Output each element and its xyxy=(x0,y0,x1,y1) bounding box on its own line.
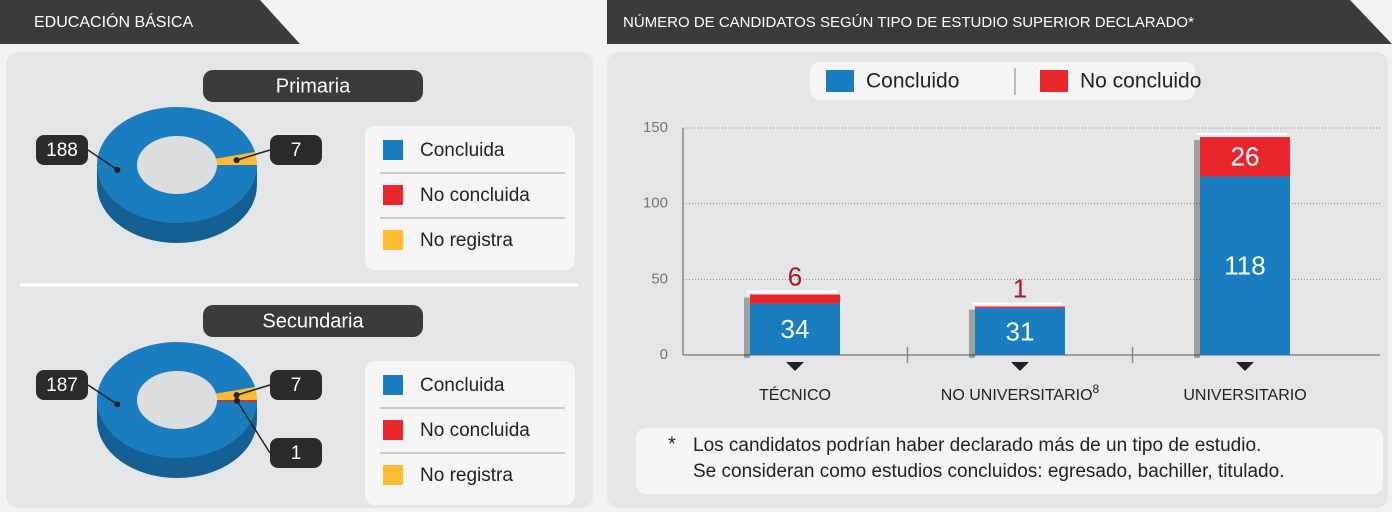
value-pill xyxy=(36,135,88,165)
legend-swatch xyxy=(383,230,403,250)
legend-swatch xyxy=(383,140,403,160)
value-label: 187 xyxy=(46,375,78,396)
value-label: 34 xyxy=(781,314,810,344)
title-pill xyxy=(203,305,423,337)
value-label: 1 xyxy=(291,443,302,464)
category-pointer xyxy=(1011,362,1029,371)
legend-box xyxy=(365,361,575,505)
legend-swatch xyxy=(383,465,403,485)
value-pill xyxy=(270,135,322,165)
leader-dot xyxy=(233,157,240,164)
bar-side xyxy=(744,306,750,358)
value-label: 188 xyxy=(46,140,78,161)
leader-dot xyxy=(233,397,240,404)
legend-label: No concluida xyxy=(420,185,530,206)
legend-label: Concluido xyxy=(866,70,959,93)
legend-swatch xyxy=(383,185,403,205)
footnote-line: Se consideran como estudios concluidos: … xyxy=(693,461,1284,482)
footnote-mark: * xyxy=(668,433,676,455)
bar-segment xyxy=(750,303,840,355)
right-panel xyxy=(607,52,1388,508)
bar-segment xyxy=(975,308,1065,355)
value-label: 7 xyxy=(291,140,302,161)
left-title: EDUCACIÓN BÁSICA xyxy=(34,12,193,31)
category-pointer xyxy=(1236,362,1254,371)
y-tick-label: 50 xyxy=(651,270,668,287)
leader-dot xyxy=(114,166,121,173)
bar-side xyxy=(1194,140,1200,180)
value-label: 118 xyxy=(1224,251,1265,281)
legend-swatch xyxy=(1040,70,1068,92)
value-pill xyxy=(36,370,88,400)
donut-hole xyxy=(137,136,217,194)
bar-segment xyxy=(1200,176,1290,355)
category-pointer xyxy=(786,362,804,371)
value-pill xyxy=(270,370,322,400)
y-tick-label: 150 xyxy=(643,119,668,136)
y-tick-label: 0 xyxy=(660,346,668,363)
legend-swatch xyxy=(383,375,403,395)
value-label: 31 xyxy=(1006,316,1035,346)
x-tick-label: NO UNIVERSITARIO8 xyxy=(941,382,1100,404)
legend-label: Concluida xyxy=(420,140,505,161)
legend-label: No concluida xyxy=(420,420,530,441)
leader-line xyxy=(236,149,271,161)
value-label: 26 xyxy=(1231,142,1260,172)
right-title: NÚMERO DE CANDIDATOS SEGÚN TIPO DE ESTUD… xyxy=(623,14,1194,31)
bar-side xyxy=(744,297,750,307)
donut-title: Secundaria xyxy=(262,310,364,332)
bar-side xyxy=(969,309,975,312)
x-tick-label: TÉCNICO xyxy=(759,385,831,404)
donut-title: Primaria xyxy=(276,75,351,97)
bar-side xyxy=(1194,179,1200,358)
value-label: 7 xyxy=(291,375,302,396)
footnote-line: Los candidatos podrían haber declarado m… xyxy=(693,435,1261,456)
leader-dot xyxy=(114,401,121,408)
x-tick-label: UNIVERSITARIO xyxy=(1183,387,1306,404)
legend-swatch xyxy=(826,70,854,92)
leader-line xyxy=(87,149,118,171)
leader-line xyxy=(236,400,271,454)
legend-label: No concluido xyxy=(1080,70,1201,93)
leader-line xyxy=(236,384,271,396)
title-pill xyxy=(203,70,423,102)
legend-label: No registra xyxy=(420,465,513,486)
value-pill xyxy=(270,438,322,468)
bar-segment xyxy=(975,306,1065,309)
donut-hole xyxy=(137,371,217,429)
bar-segment xyxy=(1200,137,1290,177)
bar-side xyxy=(969,311,975,358)
y-tick-label: 100 xyxy=(643,195,668,212)
footnote-box xyxy=(636,428,1383,494)
value-label: 6 xyxy=(788,261,802,291)
left-header-tab xyxy=(0,0,300,44)
right-header-tab xyxy=(607,0,1392,44)
value-label: 1 xyxy=(1013,273,1027,303)
leader-line xyxy=(87,384,118,405)
bar-segment xyxy=(750,294,840,304)
legend-box xyxy=(810,62,1195,100)
legend-box xyxy=(365,126,575,270)
leader-dot xyxy=(233,392,240,399)
legend-label: Concluida xyxy=(420,375,505,396)
legend-label: No registra xyxy=(420,230,513,251)
legend-swatch xyxy=(383,420,403,440)
category-superscript: 8 xyxy=(1093,382,1100,396)
